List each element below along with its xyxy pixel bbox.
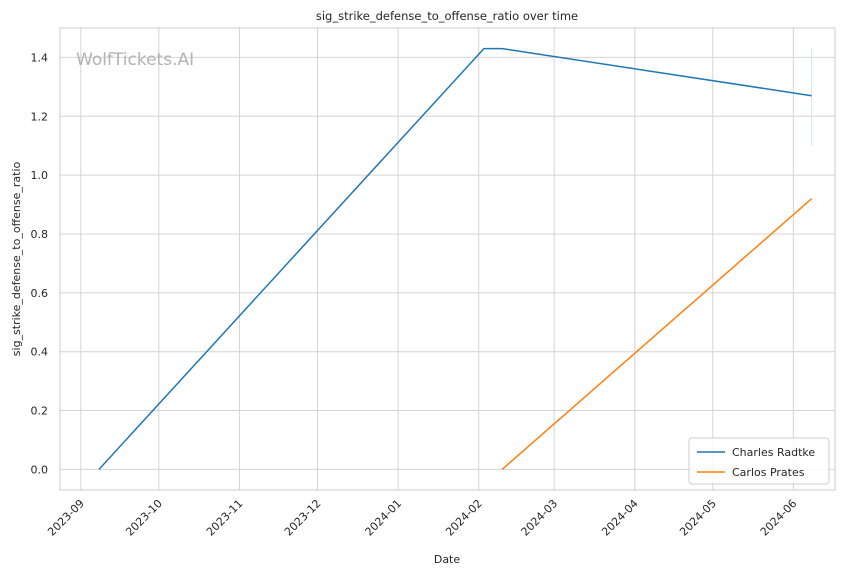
series-lines [98, 47, 813, 470]
x-tick-label: 2024-01 [363, 497, 405, 539]
series-line-charles-radtke [98, 47, 812, 470]
x-tick-label: 2023-10 [123, 497, 165, 539]
legend: Charles Radtke Carlos Prates [688, 437, 830, 485]
x-tick-label: 2023-11 [204, 497, 246, 539]
plot-frame [59, 27, 836, 491]
x-gridlines [80, 28, 794, 490]
x-tick-label: 2024-02 [443, 497, 485, 539]
y-tick-label: 0.2 [31, 405, 49, 418]
y-tick-label: 1.2 [31, 110, 49, 123]
y-gridlines [60, 56, 835, 470]
x-tick-label: 2024-04 [599, 497, 641, 539]
y-axis-label: sig_strike_defense_to_offense_ratio [10, 162, 23, 357]
y-tick-label: 0.6 [31, 287, 49, 300]
x-tick-labels: 2023-09 2023-10 2023-11 2023-12 2024-01 2024-… [45, 497, 799, 539]
legend-label-carlos-prates: Carlos Prates [732, 466, 805, 479]
x-tick-label: 2024-06 [758, 497, 800, 539]
x-tick-label: 2024-05 [677, 497, 719, 539]
x-tick-label: 2023-09 [45, 497, 87, 539]
y-tick-label: 0.8 [31, 228, 49, 241]
y-tick-label: 1.0 [31, 169, 49, 182]
series-line-carlos-prates [501, 198, 813, 470]
y-tick-label: 0.4 [31, 346, 49, 359]
x-tick-label: 2023-12 [282, 497, 324, 539]
x-axis-label: Date [434, 553, 461, 566]
watermark-text: WolfTickets.AI [76, 50, 194, 70]
y-tick-label: 0.0 [31, 463, 49, 476]
legend-label-charles-radtke: Charles Radtke [732, 446, 815, 459]
chart-title: sig_strike_defense_to_offense_ratio over… [316, 9, 578, 23]
x-tick-label: 2024-03 [519, 497, 561, 539]
y-tick-labels: 0.0 0.2 0.4 0.6 0.8 1.0 1.2 1.4 [31, 51, 49, 476]
plot-background [60, 28, 835, 490]
y-tick-label: 1.4 [31, 51, 49, 64]
